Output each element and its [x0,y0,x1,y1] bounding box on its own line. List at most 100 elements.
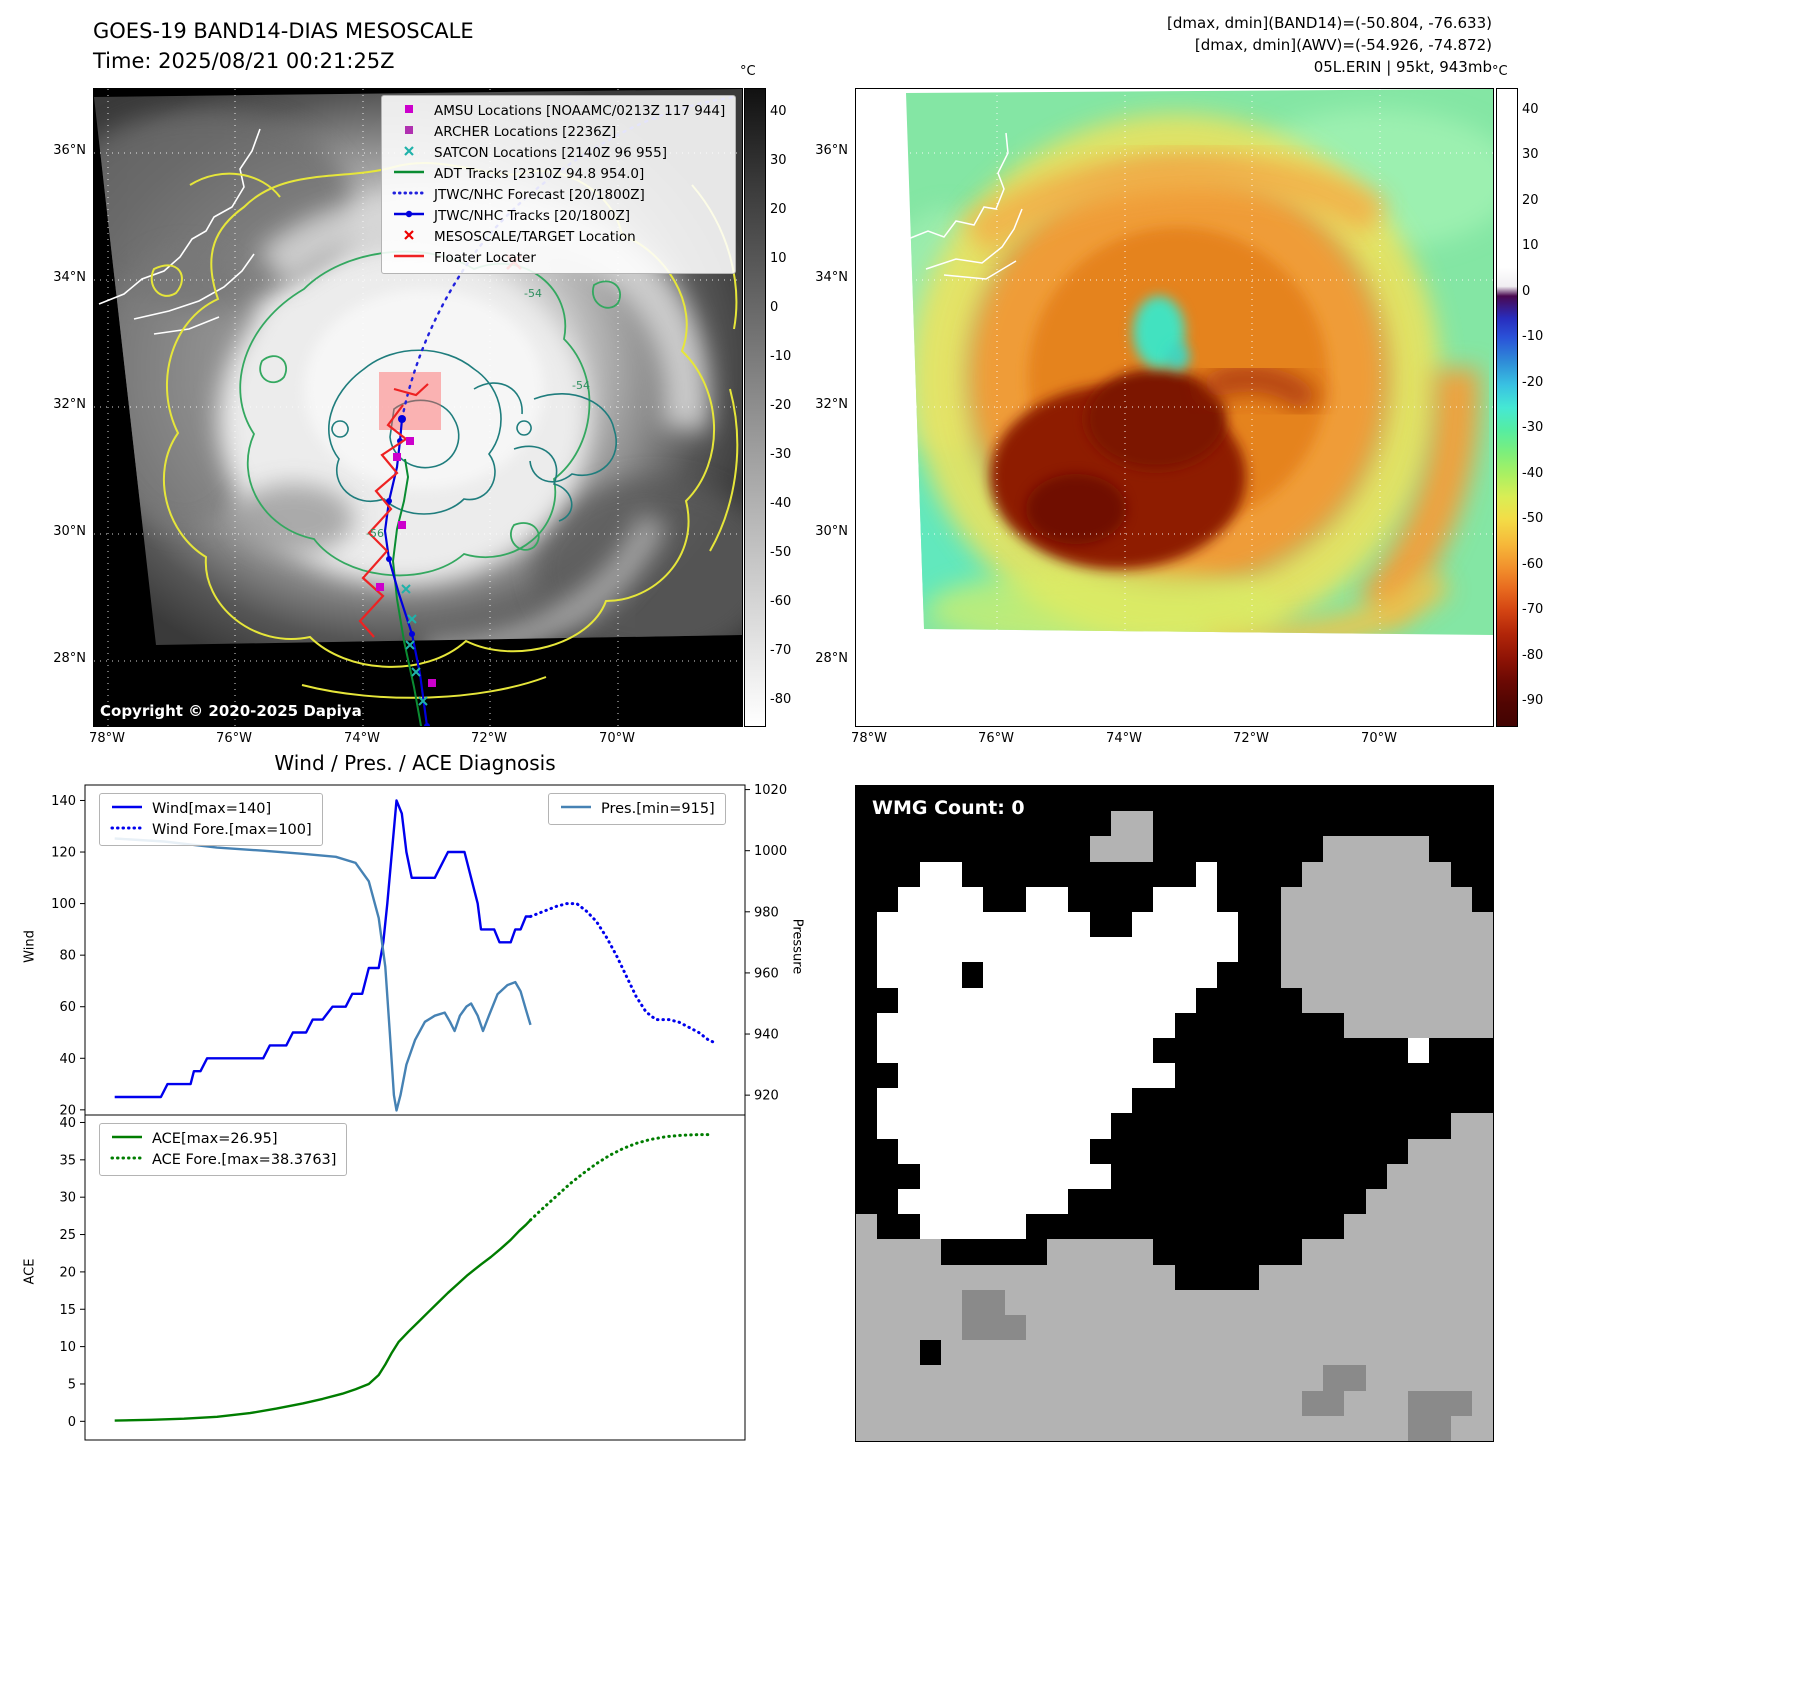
legend-marker-icon [404,146,414,156]
wmg-grid-cell [1450,786,1472,812]
wmg-grid-cell [1301,1239,1324,1265]
wmg-grid-cell [1429,1390,1451,1416]
storm-status-line: 05L.ERIN | 95kt, 943mb [1313,58,1492,76]
wmg-grid-cell [898,1113,920,1139]
wmg-grid-cell [1429,811,1451,837]
wmg-grid-cell [1386,1088,1409,1114]
wmg-grid-cell [1365,1314,1387,1341]
wmg-grid-cell [1344,861,1366,887]
wmg-grid-cell [1047,911,1069,938]
wmg-grid-cell [1259,1365,1281,1391]
wmg-grid-cell [1429,1314,1451,1341]
wmg-grid-cell [1132,1214,1154,1240]
wmg-grid-cell [1047,1113,1069,1139]
wmg-grid-cell [1450,937,1472,963]
wmg-grid-cell [1216,1163,1239,1189]
wmg-grid-cell [1004,1239,1026,1265]
legend-entry-label: JTWC/NHC Forecast [20/1800Z] [434,187,645,203]
wmg-grid-cell [1323,1390,1345,1416]
wmg-grid-cell [983,1163,1005,1189]
wmg-grid-cell [856,1113,878,1139]
wmg-grid-cell [1344,811,1366,837]
wmg-grid-cell [877,1012,899,1038]
wmg-grid-cell [1047,836,1069,862]
wmg-grid-cell [1174,1390,1196,1416]
wmg-grid-cell [1450,836,1472,862]
wmg-grid-cell [1386,1012,1409,1038]
pressure-axis-label: Pressure [789,918,805,975]
wmg-grid-cell [1153,886,1175,912]
wmg-grid-cell [1259,786,1281,812]
wmg-grid-cell [1089,1063,1111,1089]
wmg-grid-cell [1365,1163,1387,1189]
wmg-grid-row [856,786,1494,812]
wmg-grid-cell [1216,1138,1239,1164]
wmg-grid-cell [983,1012,1005,1038]
wmg-grid-cell [1216,1012,1239,1038]
wmg-grid-cell [1216,911,1239,938]
wmg-grid-cell [1471,962,1494,988]
wmg-grid-cell [1323,1012,1345,1038]
wmg-grid-row [856,1415,1494,1441]
wmg-grid-cell [919,1390,941,1416]
wmg-grid-cell [1025,1163,1048,1189]
wmg-grid-cell [1386,861,1409,887]
wmg-grid-cell [1408,911,1430,938]
wmg-grid-cell [1386,1113,1409,1139]
wmg-grid-cell [1259,1289,1281,1315]
wmg-grid-cell [1408,1012,1430,1038]
wmg-grid-cell [962,1340,984,1366]
cloud-field [94,109,742,645]
y-tick-label: 920 [754,1089,779,1104]
y-tick-label: 40 [59,1052,76,1067]
wmg-grid-cell [1047,1340,1069,1366]
band14-colorbar [744,88,766,727]
wmg-grid-cell [1110,1415,1133,1441]
wmg-grid-cell [1089,1138,1111,1164]
wmg-grid-cell [1301,987,1324,1013]
wmg-grid-cell [1259,886,1281,912]
wmg-grid-cell [1365,786,1387,812]
ace-axis-label: ACE [22,1258,38,1285]
wmg-grid-cell [1450,1113,1472,1139]
wmg-grid-cell [1259,962,1281,988]
wmg-grid-cell [1132,836,1154,862]
wmg-grid-cell [919,1239,941,1265]
wmg-grid-cell [1132,811,1154,837]
adt-track [391,458,424,738]
wmg-grid-cell [1068,1063,1090,1089]
dmax-awv-line: [dmax, dmin](AWV)=(-54.926, -74.872) [1194,36,1492,54]
legend-entry-label: SATCON Locations [2140Z 96 955] [434,145,667,161]
wmg-grid-cell [1089,786,1111,812]
wmg-grid-cell [1132,1012,1154,1038]
wmg-grid-cell [1216,1113,1239,1139]
wmg-grid-cell [1386,962,1409,988]
copyright-text: Copyright © 2020-2025 Dapiya [100,702,362,720]
wmg-grid-cell [1216,1063,1239,1089]
wmg-grid-cell [1238,1088,1260,1114]
wmg-grid-cell [983,811,1005,837]
wmg-grid-cell [983,1037,1005,1064]
wmg-grid-row [856,1163,1494,1189]
wmg-grid-cell [1047,1063,1069,1089]
colorbar-tick-label: -20 [770,397,792,413]
legend-marker-icon [405,105,413,113]
wmg-grid-cell [1344,1365,1366,1391]
wmg-grid-cell [856,1365,878,1391]
colorbar-tick-label: -40 [770,495,792,511]
wmg-grid-cell [983,1113,1005,1139]
wmg-grid-cell [1004,937,1026,963]
wmg-grid-cell [919,1012,941,1038]
wmg-grid-cell [1365,1138,1387,1164]
wmg-grid-cell [1471,911,1494,938]
legend-marker-icon [394,170,424,174]
wmg-grid-cell [940,962,963,988]
wmg-grid-cell [1365,1239,1387,1265]
wmg-grid-cell [1004,1012,1026,1038]
wmg-grid-cell [1110,1340,1133,1366]
wmg-grid-cell [1238,1415,1260,1441]
wmg-grid-cell [1280,1264,1302,1290]
wmg-grid-cell [1450,886,1472,912]
wmg-grid-cell [940,1063,963,1089]
